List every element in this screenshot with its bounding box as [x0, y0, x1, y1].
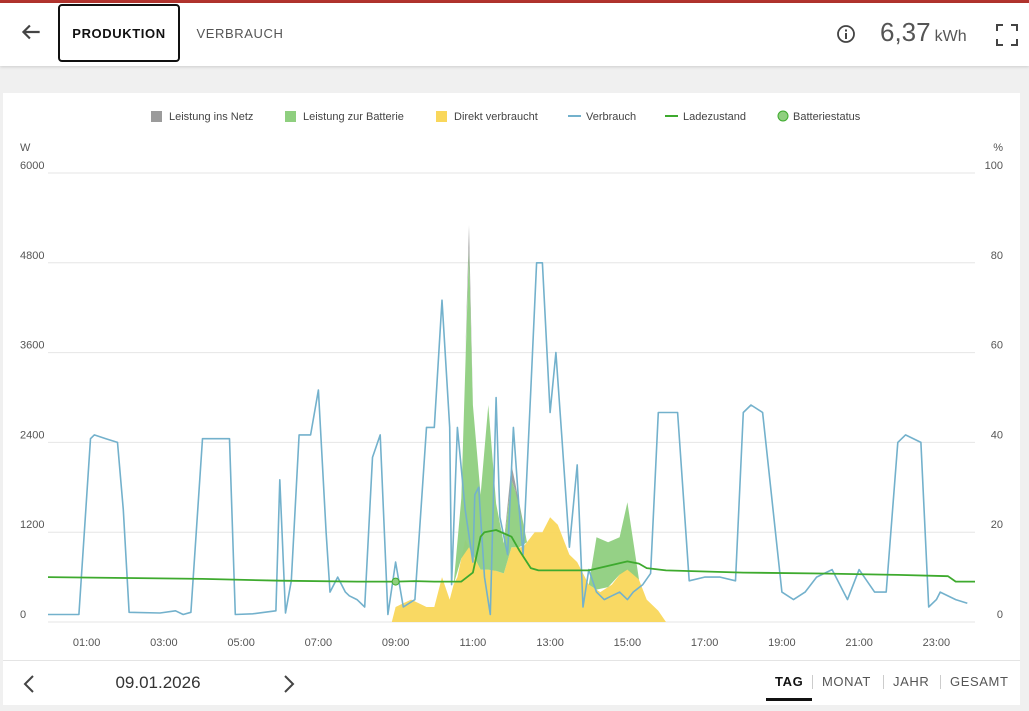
info-icon[interactable] [836, 24, 856, 44]
legend-label: Ladezustand [683, 111, 746, 123]
arrow-left-icon[interactable] [18, 19, 44, 45]
series-area-leistung-zur-batterie [453, 247, 639, 590]
x-tick-label: 19:00 [768, 637, 796, 649]
x-tick-label: 07:00 [305, 637, 333, 649]
y-tick-label-left: 4800 [20, 250, 44, 262]
x-tick-label: 11:00 [460, 637, 487, 649]
y-tick-label-right: 60 [991, 340, 1003, 352]
divider [812, 675, 813, 689]
x-tick-label: 03:00 [150, 637, 178, 649]
y-axis-unit-left: W [20, 142, 31, 154]
series-line-verbrauch [48, 262, 968, 616]
y-tick-label-left: 2400 [20, 429, 44, 441]
y-tick-label-right: 100 [985, 160, 1003, 172]
legend-label: Batteriestatus [793, 111, 861, 123]
energy-chart: 6000 100 4800 80 3600 60 2400 40 1200 20 0 0 W % 01:00… [20, 110, 1003, 649]
footer-divider [3, 660, 1020, 661]
period-tag[interactable]: TAG [775, 674, 804, 689]
legend-marker [436, 111, 447, 122]
y-tick-label-right: 80 [991, 250, 1003, 262]
divider [883, 675, 884, 689]
x-tick-label: 15:00 [614, 637, 642, 649]
legend-marker [151, 111, 162, 122]
y-tick-label-left: 1200 [20, 519, 44, 531]
legend-label: Leistung zur Batterie [303, 111, 404, 123]
x-tick-label: 05:00 [227, 637, 255, 649]
top-accent-bar [0, 0, 1029, 3]
y-tick-label-left: 0 [20, 609, 26, 621]
y-tick-label-right: 0 [997, 609, 1003, 621]
chevron-right-icon[interactable] [276, 672, 300, 696]
x-tick-label: 21:00 [845, 637, 873, 649]
legend-label: Verbrauch [586, 111, 636, 123]
energy-value: 6,37 [880, 17, 931, 47]
legend-marker [285, 111, 296, 122]
legend-label: Leistung ins Netz [169, 111, 253, 123]
x-tick-label: 01:00 [73, 637, 101, 649]
legend-marker [777, 110, 789, 122]
x-tick-label: 13:00 [536, 637, 564, 649]
y-tick-label-left: 3600 [20, 340, 44, 352]
tab-produktion[interactable]: PRODUKTION [58, 4, 180, 62]
x-tick-label: 17:00 [691, 637, 719, 649]
period-active-indicator [766, 698, 812, 701]
divider [940, 675, 941, 689]
chevron-left-icon[interactable] [18, 672, 42, 696]
y-tick-label-left: 6000 [20, 160, 44, 172]
fullscreen-icon[interactable] [995, 23, 1019, 47]
legend-label: Direkt verbraucht [454, 111, 538, 123]
x-tick-label: 09:00 [382, 637, 410, 649]
y-tick-label-right: 20 [991, 519, 1003, 531]
period-jahr[interactable]: JAHR [893, 674, 930, 689]
energy-total: 6,37 kWh [880, 17, 967, 48]
y-tick-label-right: 40 [991, 429, 1003, 441]
period-gesamt[interactable]: GESAMT [950, 674, 1009, 689]
x-tick-label: 23:00 [923, 637, 951, 649]
date-display[interactable]: 09.01.2026 [115, 673, 201, 692]
battery-status-point [391, 577, 400, 586]
tab-verbrauch[interactable]: VERBRAUCH [196, 25, 284, 41]
header-bar: PRODUKTION VERBRAUCH 6,37 kWh [0, 3, 1029, 66]
period-monat[interactable]: MONAT [822, 674, 871, 689]
energy-unit: kWh [934, 28, 967, 45]
chart-card: 6000 100 4800 80 3600 60 2400 40 1200 20 0 0 W% 01:00… [3, 93, 1020, 705]
y-axis-unit-right: % [993, 142, 1003, 154]
